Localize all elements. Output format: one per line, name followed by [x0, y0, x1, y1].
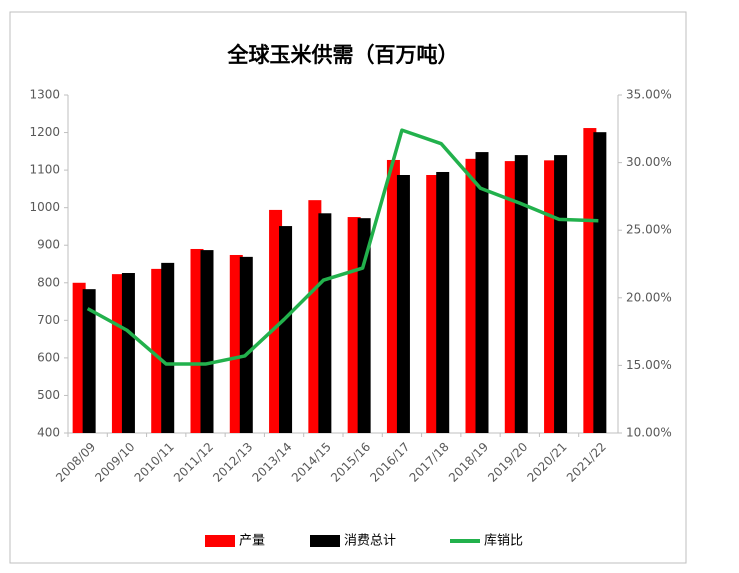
bar — [475, 152, 489, 433]
legend-swatch — [205, 535, 235, 547]
legend-label: 产量 — [239, 534, 265, 549]
legend-label: 消费总计 — [344, 534, 396, 549]
y-tick-label: 1000 — [29, 200, 60, 214]
bar — [121, 273, 135, 433]
bar — [239, 256, 253, 433]
bar — [308, 200, 322, 433]
bar — [514, 155, 528, 434]
y2-tick-label: 25.00% — [626, 223, 672, 237]
legend-label: 库销比 — [484, 533, 523, 549]
bar — [82, 289, 96, 433]
y2-tick-label: 15.00% — [626, 358, 672, 372]
bar — [465, 158, 479, 433]
y2-tick-label: 30.00% — [626, 155, 672, 169]
bar — [161, 262, 175, 433]
chart-title: 全球玉米供需（百万吨） — [227, 43, 459, 67]
bar — [504, 161, 518, 433]
bar — [583, 128, 597, 433]
bar — [229, 254, 243, 433]
bar — [436, 171, 450, 433]
bar — [386, 159, 400, 433]
y-tick-label: 400 — [37, 426, 60, 440]
bar — [357, 218, 371, 433]
legend-swatch — [310, 535, 340, 547]
bar — [396, 174, 410, 433]
bar — [151, 268, 165, 433]
y-tick-label: 800 — [37, 275, 60, 289]
bar — [544, 160, 558, 433]
bar — [269, 209, 283, 433]
y-tick-label: 900 — [37, 238, 60, 252]
bar — [279, 226, 293, 433]
y-tick-label: 600 — [37, 350, 60, 364]
bar — [318, 213, 332, 433]
y-tick-label: 1300 — [29, 88, 60, 102]
y-tick-label: 1100 — [29, 163, 60, 177]
bar — [554, 155, 568, 434]
bar — [426, 174, 440, 433]
y-tick-label: 700 — [37, 313, 60, 327]
bar — [200, 250, 214, 433]
bar — [593, 132, 607, 433]
y-tick-label: 500 — [37, 388, 60, 402]
y2-tick-label: 10.00% — [626, 426, 672, 440]
bar — [72, 282, 86, 433]
y2-tick-label: 35.00% — [626, 88, 672, 102]
bar — [111, 274, 125, 433]
bar — [190, 248, 204, 433]
y-tick-label: 1200 — [29, 125, 60, 139]
y2-tick-label: 20.00% — [626, 290, 672, 304]
line — [86, 128, 599, 366]
